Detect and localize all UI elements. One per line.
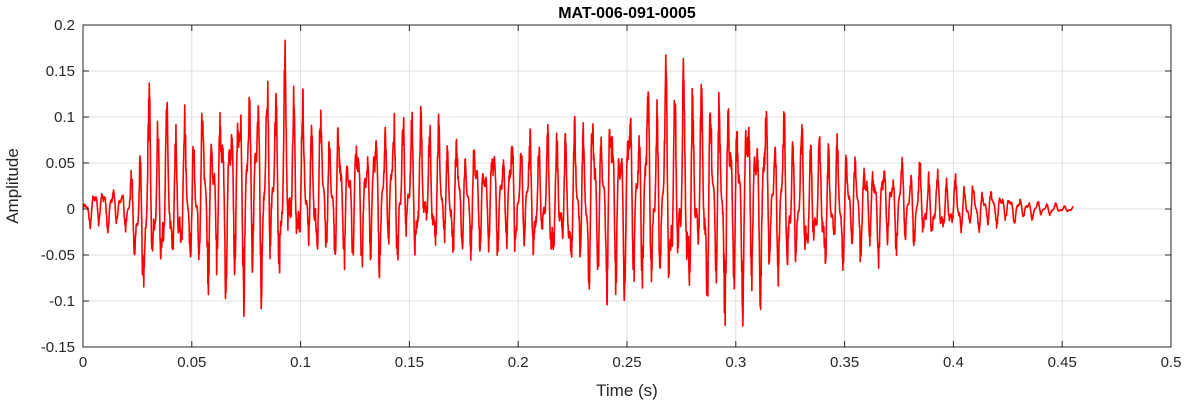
y-tick-label: -0.05	[41, 247, 75, 264]
x-tick-label: 0.4	[943, 354, 964, 371]
waveform-line	[82, 39, 1074, 327]
x-tick-label: 0.2	[508, 354, 529, 371]
y-axis-label: Amplitude	[3, 148, 22, 224]
x-tick-label: 0.45	[1048, 354, 1077, 371]
y-tick-label: 0.2	[54, 17, 75, 34]
x-tick-label: 0.05	[177, 354, 206, 371]
y-tick-label: 0.1	[54, 109, 75, 126]
x-tick-label: 0	[79, 354, 87, 371]
y-tick-label: -0.1	[49, 293, 75, 310]
x-tick-label: 0.1	[290, 354, 311, 371]
chart-title: MAT-006-091-0005	[558, 5, 696, 22]
plot-area	[82, 39, 1074, 327]
y-tick-label: 0	[67, 201, 75, 218]
x-tick-label: 0.5	[1161, 354, 1182, 371]
axis-ticks: 0 0.05 0.1 0.15 0.2 0.25 0.3 0.35 0.4 0.45 0.5 -0.1…	[41, 17, 1182, 371]
x-tick-label: 0.15	[395, 354, 424, 371]
x-tick-label: 0.25	[612, 354, 641, 371]
y-tick-label: 0.05	[46, 155, 75, 172]
y-tick-label: 0.15	[46, 63, 75, 80]
x-axis-label: Time (s)	[596, 381, 658, 400]
y-tick-label: -0.15	[41, 339, 75, 356]
x-tick-label: 0.35	[830, 354, 859, 371]
x-tick-label: 0.3	[725, 354, 746, 371]
